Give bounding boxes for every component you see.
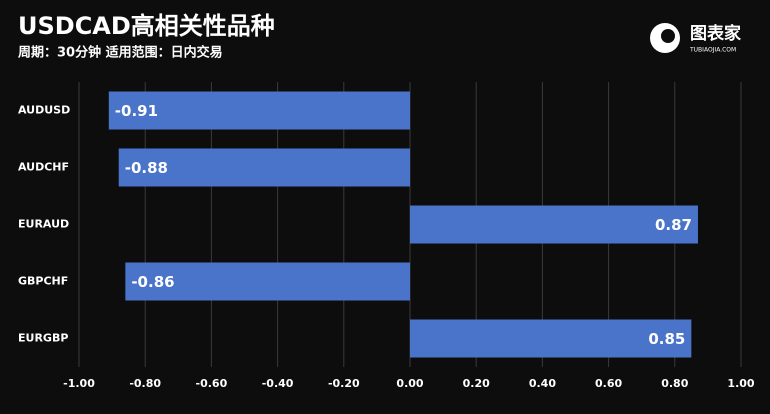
value-label: -0.91 [115, 102, 158, 120]
value-label: 0.85 [648, 330, 685, 348]
x-tick-label: -1.00 [63, 377, 95, 390]
x-tick-label: -0.20 [328, 377, 360, 390]
chart-title: USDCAD高相关性品种 [18, 12, 275, 40]
value-label: -0.88 [125, 159, 168, 177]
x-tick-label: -0.80 [129, 377, 161, 390]
y-tick-label: EURGBP [18, 332, 68, 345]
bar [410, 319, 692, 358]
x-tick-label: 0.20 [463, 377, 490, 390]
y-tick-label: AUDCHF [18, 161, 69, 174]
x-tick-label: 0.80 [661, 377, 688, 390]
y-tick-label: AUDUSD [18, 104, 70, 117]
x-tick-label: 1.00 [727, 377, 754, 390]
value-label: 0.87 [655, 216, 692, 234]
x-tick-label: 0.00 [396, 377, 423, 390]
chart-subtitle: 周期：30分钟 适用范围：日内交易 [18, 45, 223, 61]
y-tick-label: GBPCHF [18, 275, 68, 288]
bar [410, 205, 698, 244]
y-tick-label: EURAUD [18, 218, 69, 231]
logo-icon-inner [661, 29, 675, 43]
x-tick-label: 0.60 [595, 377, 622, 390]
bar [108, 91, 410, 130]
bar [125, 262, 410, 301]
logo-text: 图表家 [690, 23, 741, 44]
value-label: -0.86 [131, 273, 174, 291]
x-tick-label: -0.40 [262, 377, 294, 390]
x-tick-label: 0.40 [529, 377, 556, 390]
logo: 图表家 TUBIAOJIA.COM [650, 23, 741, 54]
bar [118, 148, 410, 187]
x-tick-label: -0.60 [196, 377, 228, 390]
logo-subtext: TUBIAOJIA.COM [689, 47, 736, 54]
